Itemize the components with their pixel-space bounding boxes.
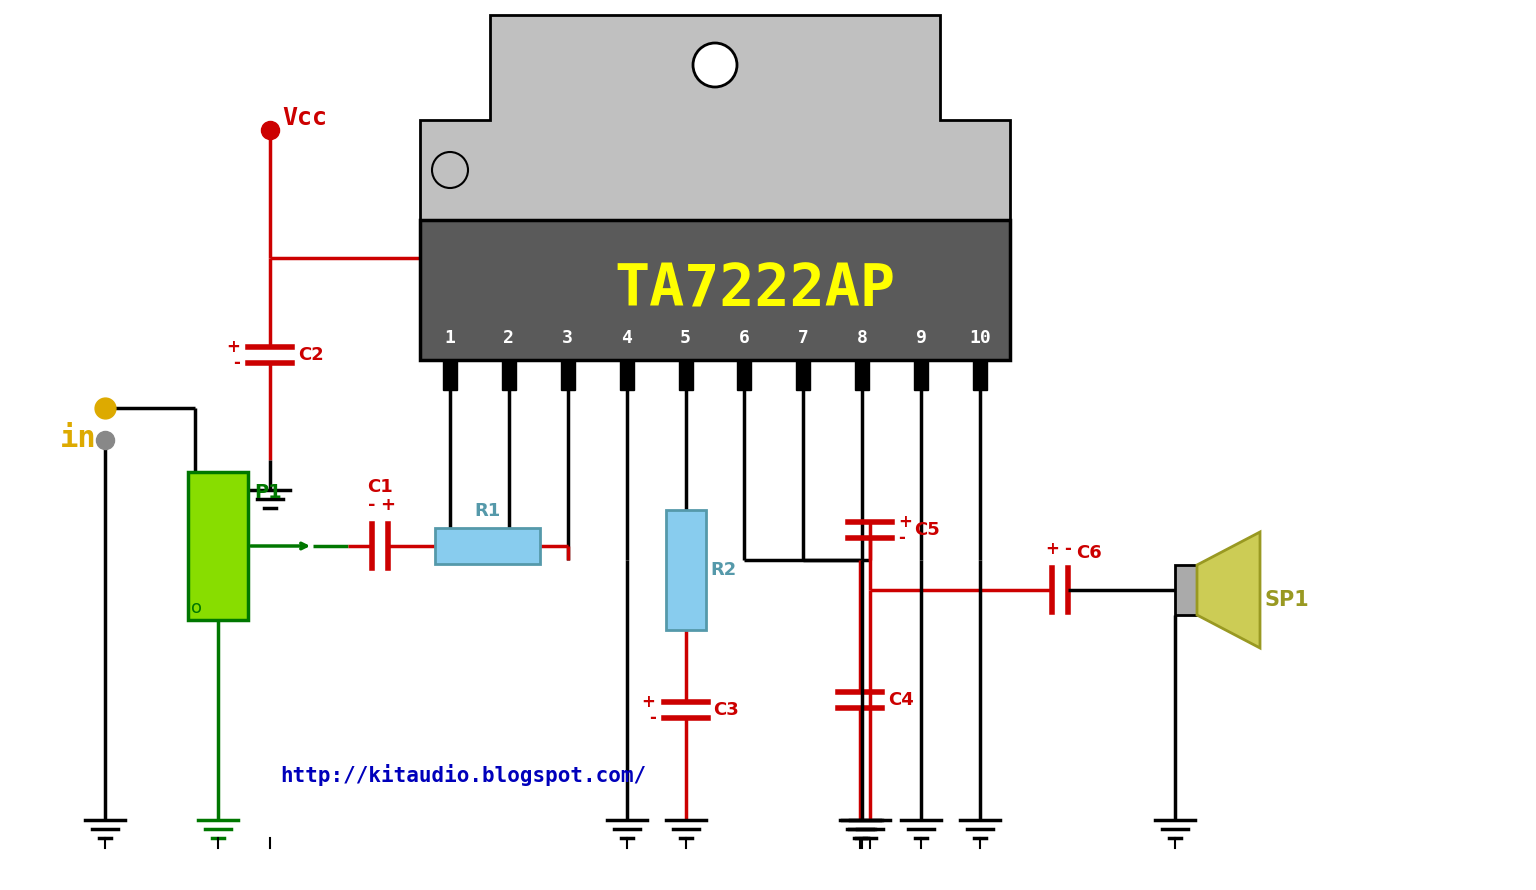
Text: 7: 7 [797, 329, 809, 347]
FancyBboxPatch shape [796, 360, 811, 390]
Text: -: - [899, 529, 905, 547]
Circle shape [432, 152, 468, 188]
Text: 10: 10 [969, 329, 991, 347]
Text: -: - [1064, 540, 1072, 558]
Polygon shape [419, 15, 1011, 220]
Text: http://kitaudio.blogspot.com/: http://kitaudio.blogspot.com/ [280, 764, 647, 786]
Text: +: + [381, 496, 395, 514]
Text: TA7222AP: TA7222AP [614, 262, 895, 319]
Text: R2: R2 [711, 561, 737, 579]
FancyBboxPatch shape [561, 360, 574, 390]
Text: C1: C1 [367, 478, 393, 496]
Text: 9: 9 [915, 329, 926, 347]
Text: P1: P1 [253, 482, 281, 501]
Text: 6: 6 [739, 329, 750, 347]
Text: C5: C5 [914, 521, 940, 539]
Text: 8: 8 [857, 329, 868, 347]
Text: 1: 1 [444, 329, 456, 347]
Text: C6: C6 [1077, 544, 1101, 562]
Text: -: - [233, 354, 240, 372]
Text: R1: R1 [475, 502, 501, 520]
FancyBboxPatch shape [665, 510, 705, 630]
FancyBboxPatch shape [419, 220, 1011, 360]
Circle shape [693, 43, 737, 87]
FancyBboxPatch shape [187, 472, 247, 620]
Text: Vcc: Vcc [283, 106, 327, 130]
FancyBboxPatch shape [442, 360, 458, 390]
Text: C3: C3 [714, 701, 739, 719]
FancyBboxPatch shape [502, 360, 516, 390]
Text: +: + [642, 693, 656, 711]
Text: +: + [899, 513, 912, 531]
Text: 4: 4 [621, 329, 633, 347]
Text: 3: 3 [562, 329, 573, 347]
FancyBboxPatch shape [1175, 565, 1197, 615]
FancyBboxPatch shape [856, 360, 869, 390]
Text: o: o [190, 599, 203, 617]
Polygon shape [1197, 532, 1260, 648]
Text: 2: 2 [504, 329, 515, 347]
Text: C2: C2 [298, 346, 324, 364]
FancyBboxPatch shape [737, 360, 751, 390]
Text: 5: 5 [680, 329, 691, 347]
Text: +: + [226, 338, 240, 356]
FancyBboxPatch shape [435, 528, 541, 564]
Text: +: + [1044, 540, 1058, 558]
Text: in: in [60, 424, 97, 453]
FancyBboxPatch shape [972, 360, 988, 390]
Text: SP1: SP1 [1266, 590, 1310, 610]
Text: -: - [648, 709, 656, 727]
FancyBboxPatch shape [679, 360, 693, 390]
Text: C4: C4 [888, 691, 914, 709]
Text: -: - [369, 496, 376, 514]
FancyBboxPatch shape [619, 360, 634, 390]
FancyBboxPatch shape [914, 360, 928, 390]
